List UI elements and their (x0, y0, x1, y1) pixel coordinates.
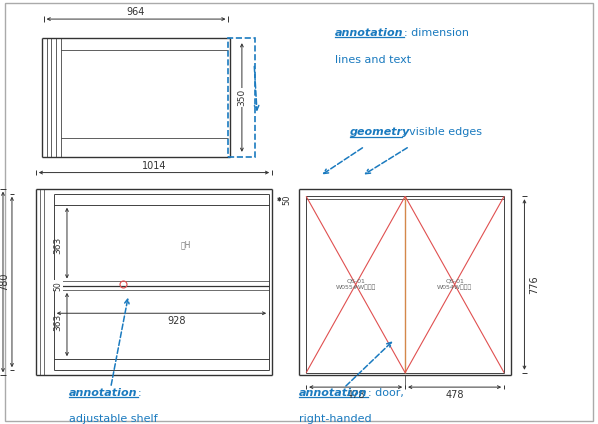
Text: 964: 964 (127, 7, 145, 17)
Text: annotation: annotation (335, 28, 404, 38)
Text: : visible edges: : visible edges (402, 127, 483, 137)
Text: 350: 350 (237, 89, 246, 106)
Text: 1014: 1014 (142, 161, 166, 171)
Text: QS-01
W054W凷月白: QS-01 W054W凷月白 (437, 279, 472, 290)
Text: : door,: : door, (368, 388, 404, 398)
Text: 厚H: 厚H (180, 241, 191, 250)
Text: geometry: geometry (350, 127, 410, 137)
Text: 50: 50 (53, 281, 63, 290)
Text: 776: 776 (529, 275, 539, 294)
Text: 478: 478 (446, 390, 464, 400)
Text: :: : (138, 388, 141, 398)
Bar (228, 38, 255, 157)
Text: annotation: annotation (299, 388, 368, 398)
Text: 478: 478 (346, 390, 365, 400)
Text: QS-01
W055#W凷月白: QS-01 W055#W凷月白 (335, 279, 376, 290)
Text: 363: 363 (53, 237, 63, 254)
Text: : dimension: : dimension (404, 28, 469, 38)
Text: lines and text: lines and text (335, 55, 411, 65)
Text: 928: 928 (167, 316, 185, 326)
Text: adjustable shelf: adjustable shelf (69, 414, 157, 424)
Text: 50: 50 (282, 194, 291, 204)
Text: 363: 363 (53, 314, 63, 331)
Text: 780: 780 (0, 273, 9, 291)
Text: annotation: annotation (69, 388, 138, 398)
Text: right-handed: right-handed (299, 414, 371, 424)
